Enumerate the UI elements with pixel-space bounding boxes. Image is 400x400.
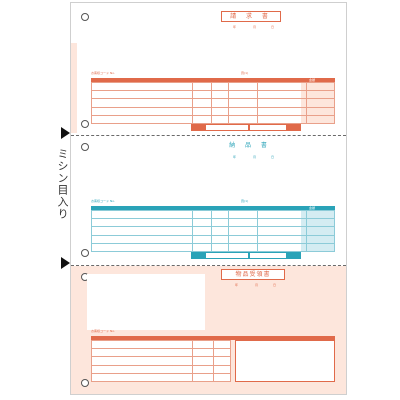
delivery-code-label: お客様コード No. bbox=[91, 199, 115, 203]
delivery-total-label-box bbox=[287, 252, 301, 259]
invoice-tax-box bbox=[249, 124, 287, 131]
receipt-title: 物品受領書 bbox=[221, 269, 285, 280]
delivery-subtotal-label-box bbox=[191, 252, 205, 259]
invoice-code-label: お客様コード No. bbox=[91, 71, 115, 75]
receipt-item-table bbox=[91, 339, 231, 383]
receipt-date-month: 月 bbox=[255, 283, 259, 287]
delivery-header-bar bbox=[91, 206, 335, 210]
delivery-date-year: 年 bbox=[233, 155, 237, 159]
receipt-date-day: 日 bbox=[273, 283, 277, 287]
invoice-side-band bbox=[71, 43, 77, 133]
invoice-subtotal-box bbox=[205, 124, 249, 131]
invoice-page-label: 頁(1) bbox=[241, 71, 249, 75]
perforation-line bbox=[71, 135, 346, 136]
delivery-item-table bbox=[91, 209, 335, 253]
punch-hole-icon bbox=[81, 120, 89, 128]
delivery-date-month: 月 bbox=[253, 155, 257, 159]
invoice-subtotal-label-box bbox=[191, 124, 205, 131]
delivery-subtotal-box bbox=[205, 252, 249, 259]
invoice-total-label-box bbox=[287, 124, 301, 131]
punch-hole-icon bbox=[81, 13, 89, 21]
receipt-stamp-box bbox=[235, 340, 335, 382]
receipt-address-box bbox=[87, 274, 205, 330]
delivery-amount-label: 金額 bbox=[309, 206, 316, 210]
form-sheet: 請 求 書 年 月 日 お客様コード No. 頁(1) 金額 納 品 書 年 月… bbox=[70, 2, 347, 395]
receipt-date-year: 年 bbox=[235, 283, 239, 287]
receipt-header-bar bbox=[91, 336, 335, 340]
perforation-line bbox=[71, 265, 346, 266]
receipt-code-label: お客様コード No. bbox=[91, 329, 115, 333]
delivery-page-label: 頁(1) bbox=[241, 199, 249, 203]
punch-hole-icon bbox=[81, 379, 89, 387]
punch-hole-icon bbox=[81, 143, 89, 151]
invoice-amount-label: 金額 bbox=[309, 78, 316, 82]
invoice-date-month: 月 bbox=[253, 25, 257, 29]
invoice-title: 請 求 書 bbox=[221, 11, 281, 22]
invoice-item-table bbox=[91, 81, 335, 125]
delivery-date-day: 日 bbox=[271, 155, 275, 159]
invoice-header-bar bbox=[91, 78, 335, 82]
perforation-arrow-icon bbox=[61, 127, 70, 139]
delivery-tax-box bbox=[249, 252, 287, 259]
punch-hole-icon bbox=[81, 249, 89, 257]
perforation-arrow-icon bbox=[61, 257, 70, 269]
perforation-label: ミシン目入り bbox=[56, 148, 69, 220]
invoice-date-day: 日 bbox=[271, 25, 275, 29]
invoice-date-year: 年 bbox=[233, 25, 237, 29]
delivery-title: 納 品 書 bbox=[229, 142, 271, 149]
